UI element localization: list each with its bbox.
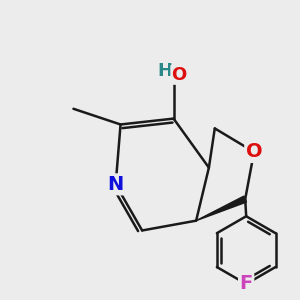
Text: O: O xyxy=(171,66,187,84)
Polygon shape xyxy=(196,196,247,221)
Text: F: F xyxy=(240,274,253,293)
Text: N: N xyxy=(107,175,124,194)
Text: H: H xyxy=(158,62,173,80)
Text: O: O xyxy=(246,142,262,161)
